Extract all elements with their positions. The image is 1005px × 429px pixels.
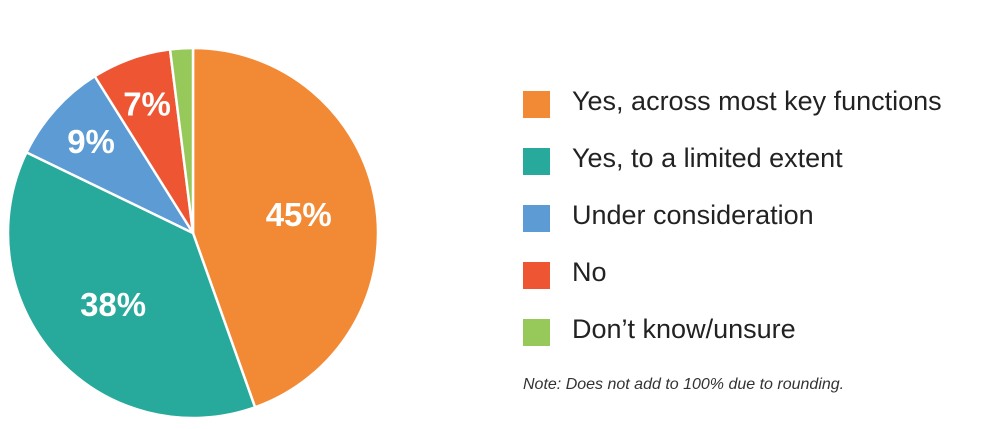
- pie-data-label: 38%: [80, 286, 146, 323]
- pie-data-label: 9%: [67, 123, 115, 160]
- pie-data-label: 45%: [266, 196, 332, 233]
- legend-label: Yes, across most key functions: [572, 86, 942, 116]
- legend-label: Yes, to a limited extent: [572, 143, 843, 173]
- legend-item: No: [523, 252, 993, 309]
- legend-swatch: [523, 91, 550, 118]
- pie-slice: [25, 75, 195, 235]
- pie-slice: [168, 46, 195, 235]
- pie-slice: [191, 46, 380, 409]
- legend-item: Under consideration: [523, 195, 993, 252]
- legend-item: Yes, to a limited extent: [523, 138, 993, 195]
- legend-swatch: [523, 319, 550, 346]
- legend-label: Under consideration: [572, 200, 814, 230]
- pie-slices: [6, 46, 380, 420]
- legend-swatch: [523, 148, 550, 175]
- legend-swatch: [523, 205, 550, 232]
- legend-swatch: [523, 262, 550, 289]
- pie-slice: [6, 151, 257, 420]
- chart-note: Note: Does not add to 100% due to roundi…: [523, 376, 845, 393]
- pie-data-label: 2%: [154, 1, 205, 40]
- legend-label: No: [572, 257, 607, 287]
- chart-legend: Yes, across most key functions Yes, to a…: [523, 81, 993, 366]
- pie-data-labels: 45% 38% 9%7% 2%: [67, 1, 332, 323]
- pie-data-label: 7%: [123, 86, 171, 123]
- legend-item: Don’t know/unsure: [523, 309, 993, 366]
- legend-label: Don’t know/unsure: [572, 314, 796, 344]
- legend-item: Yes, across most key functions: [523, 81, 993, 138]
